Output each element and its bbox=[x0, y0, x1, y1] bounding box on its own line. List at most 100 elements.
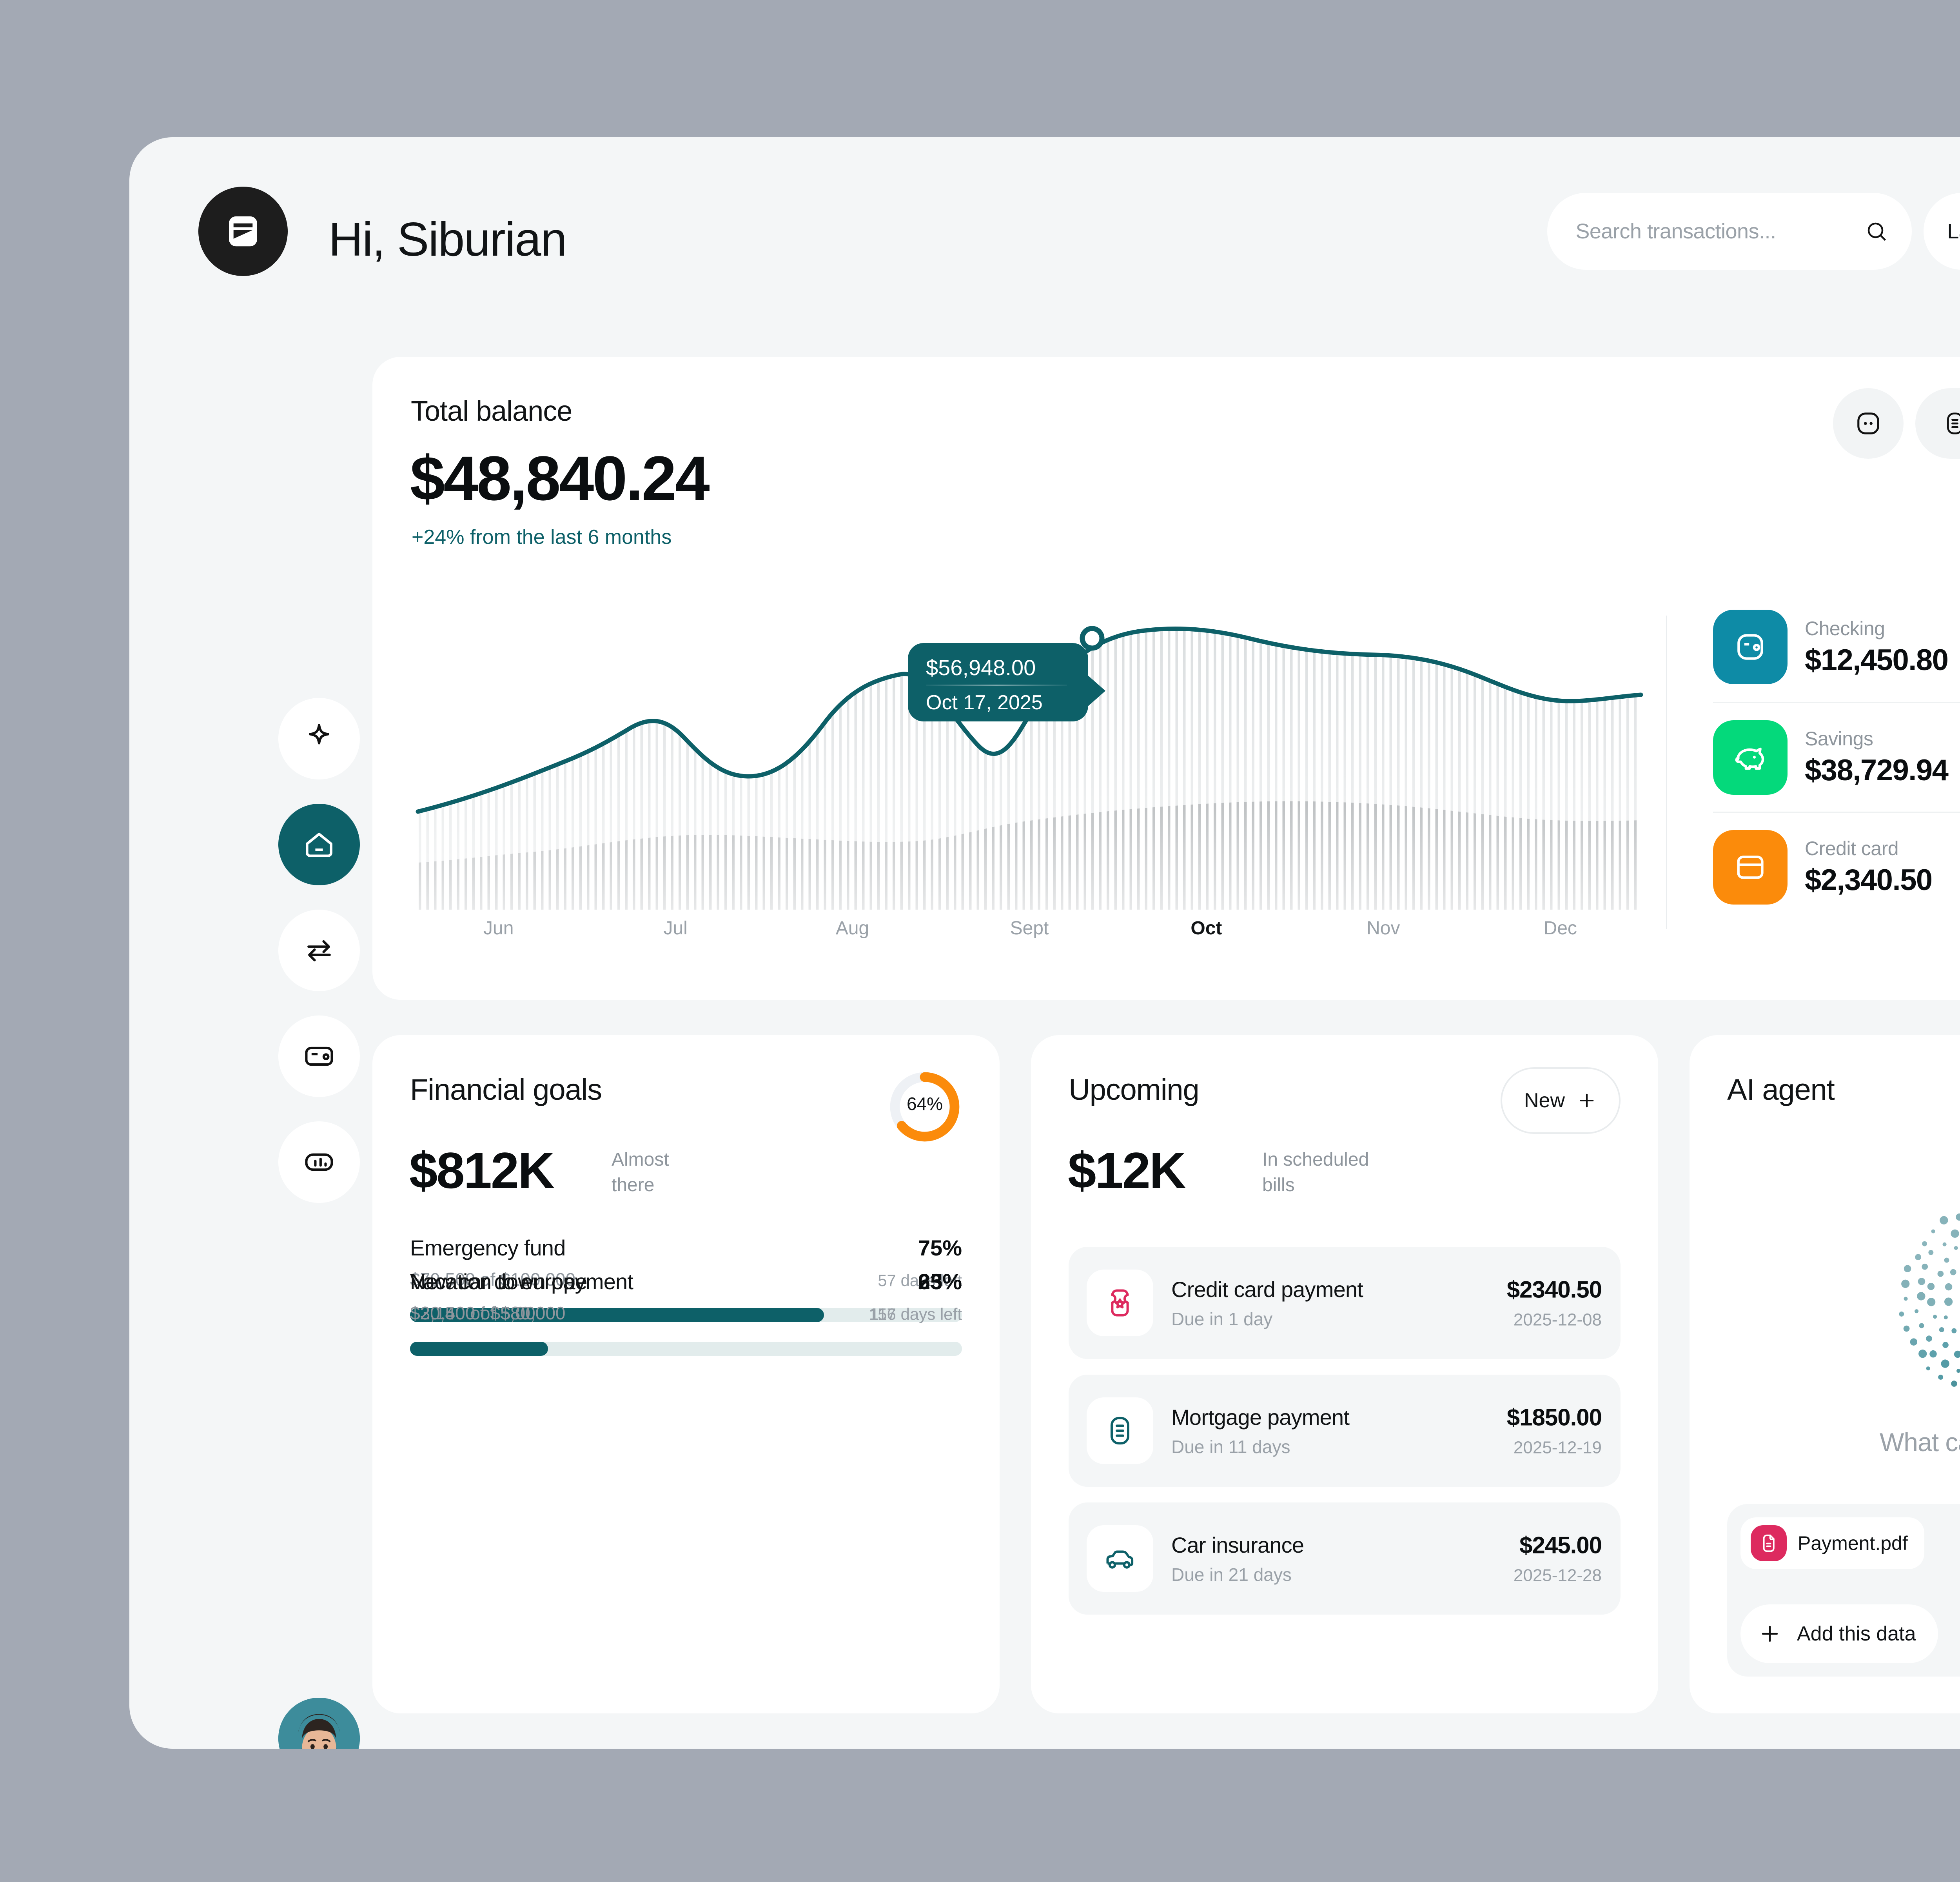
brand-logo[interactable] bbox=[198, 187, 288, 276]
credit-card-icon bbox=[1737, 855, 1764, 879]
goal-name: Emergency fund bbox=[410, 1235, 566, 1260]
wallet-icon bbox=[229, 216, 257, 247]
goals-progress-label: 64% bbox=[906, 1094, 943, 1114]
bill-due: Due in 21 days bbox=[1171, 1564, 1292, 1585]
goal-percent: 75% bbox=[918, 1235, 962, 1260]
sidebar-item-analytics[interactable] bbox=[278, 1121, 360, 1203]
more-options-button[interactable] bbox=[1833, 388, 1904, 459]
payment-button[interactable]: Payment bbox=[1915, 388, 1960, 459]
goal-percent: 25% bbox=[918, 1269, 962, 1294]
chart-highlight-point bbox=[1080, 626, 1105, 651]
plus-icon bbox=[1762, 1626, 1778, 1642]
transfer-icon bbox=[307, 940, 331, 961]
bill-row[interactable]: Mortgage payment Due in 11 days $1850.00 20… bbox=[1069, 1375, 1621, 1487]
account-text: Checking $12,450.80 bbox=[1805, 617, 1949, 677]
user-avatar bbox=[278, 1698, 360, 1749]
bill-amount: $1850.00 bbox=[1506, 1404, 1602, 1431]
new-bill-label: New bbox=[1524, 1089, 1565, 1112]
app-header: Hi, Siburian Last 6 months bbox=[129, 137, 1960, 318]
header-controls: Last 6 months bbox=[1547, 193, 1960, 270]
bill-name: Car insurance bbox=[1171, 1532, 1304, 1557]
account-balance: $2,340.50 bbox=[1805, 863, 1933, 897]
sidebar-item-ai[interactable] bbox=[278, 698, 360, 779]
goal-progress-fill bbox=[410, 1342, 548, 1356]
balance-amount: $48,840.24 bbox=[410, 443, 710, 513]
upcoming-subtitle: In scheduled bills bbox=[1262, 1149, 1369, 1195]
bill-name: Mortgage payment bbox=[1171, 1404, 1350, 1430]
bill-right: $245.00 2025-12-28 bbox=[1514, 1532, 1602, 1586]
goal-progress-track bbox=[410, 1308, 962, 1322]
ai-orb bbox=[1899, 1213, 1960, 1387]
bill-date: 2025-12-08 bbox=[1513, 1310, 1602, 1330]
chart-month-label: Jun bbox=[483, 918, 514, 939]
bill-right: $2340.50 2025-12-08 bbox=[1507, 1276, 1602, 1330]
account-icon-tile bbox=[1713, 610, 1788, 684]
bill-main: Mortgage payment Due in 11 days bbox=[1171, 1404, 1350, 1457]
account-balance: $12,450.80 bbox=[1805, 643, 1949, 677]
ai-agent-card: AI agent What can I help with? bbox=[1690, 1035, 1960, 1713]
tooltip-date: Oct 17, 2025 bbox=[926, 691, 1043, 714]
goal-days-left: 156 days left bbox=[868, 1305, 962, 1323]
add-data-button[interactable]: Add this data bbox=[1740, 1604, 1938, 1663]
bill-icon-tile bbox=[1087, 1397, 1153, 1464]
tooltip-tail bbox=[1086, 674, 1105, 708]
goal-days-left: 57 days left bbox=[878, 1271, 962, 1290]
sidebar-item-transfers[interactable] bbox=[278, 910, 360, 991]
period-dropdown[interactable]: Last 6 months bbox=[1924, 193, 1960, 270]
chart-month-label: Nov bbox=[1367, 918, 1400, 939]
search-field[interactable] bbox=[1575, 219, 1859, 243]
goals-progress-ring bbox=[890, 1072, 960, 1142]
account-row[interactable]: Credit card $2,340.50 bbox=[1713, 812, 1960, 921]
sidebar-rail bbox=[278, 698, 360, 1203]
account-icon-tile bbox=[1713, 830, 1788, 905]
page-title: Hi, Siburian bbox=[328, 213, 567, 266]
ai-composer: Payment.pdf Add this data bbox=[1727, 1504, 1960, 1677]
period-label: Last 6 months bbox=[1947, 220, 1960, 243]
chart-month-label: Oct bbox=[1191, 918, 1222, 939]
account-row[interactable]: Checking $12,450.80 bbox=[1713, 592, 1960, 702]
search-input[interactable] bbox=[1547, 193, 1912, 270]
bill-date: 2025-12-28 bbox=[1513, 1566, 1602, 1585]
avatar[interactable] bbox=[278, 1698, 360, 1749]
home-icon bbox=[306, 832, 332, 857]
bill-name: Credit card payment bbox=[1171, 1277, 1363, 1302]
bill-due: Due in 11 days bbox=[1171, 1436, 1290, 1457]
car-icon bbox=[1106, 1550, 1134, 1569]
bill-date: 2025-12-19 bbox=[1513, 1438, 1602, 1457]
piggy-bank-icon bbox=[1735, 747, 1764, 770]
balance-title: Total balance bbox=[411, 396, 572, 427]
chart-line bbox=[416, 627, 1643, 814]
chart-month-label: Dec bbox=[1543, 918, 1577, 939]
bill-row[interactable]: Credit card payment Due in 1 day $2340.50 2… bbox=[1069, 1247, 1621, 1359]
balance-delta: +24% from the last 6 months bbox=[412, 526, 672, 549]
accounts-list: Checking $12,450.80 Savings $38,729.94 Credi… bbox=[1713, 592, 1960, 921]
goal-progress-track bbox=[410, 1342, 962, 1356]
chart-month-label: Sept bbox=[1010, 918, 1049, 939]
bill-right: $1850.00 2025-12-19 bbox=[1507, 1404, 1602, 1458]
sidebar-item-wallet[interactable] bbox=[278, 1015, 360, 1097]
bills-list: Credit card payment Due in 1 day $2340.50 2… bbox=[1069, 1247, 1621, 1630]
chart-month-label: Aug bbox=[835, 918, 869, 939]
more-options-icon bbox=[1857, 412, 1879, 434]
account-row[interactable]: Savings $38,729.94 bbox=[1713, 702, 1960, 812]
plus-icon bbox=[1580, 1094, 1594, 1108]
bill-amount: $2340.50 bbox=[1506, 1276, 1602, 1303]
bill-row[interactable]: Car insurance Due in 21 days $245.00 2025-1… bbox=[1069, 1502, 1621, 1615]
wallet-icon bbox=[1737, 634, 1763, 660]
attachment-chip[interactable]: Payment.pdf bbox=[1740, 1517, 1924, 1569]
pdf-file-icon bbox=[1751, 1525, 1787, 1561]
analytics-icon bbox=[305, 1153, 333, 1171]
goal-amount: $70,500 of $100,000 bbox=[410, 1269, 576, 1290]
ai-title: AI agent bbox=[1727, 1073, 1835, 1106]
balance-chart[interactable]: $56,948.00 Oct 17, 2025 Jun Jul Aug Sept Oct… bbox=[410, 592, 1649, 945]
upcoming-total: $12K bbox=[1068, 1142, 1186, 1199]
app-window: Hi, Siburian Last 6 months bbox=[129, 137, 1960, 1749]
ai-prompt: What can I help with? bbox=[1880, 1428, 1960, 1457]
sidebar-item-home[interactable] bbox=[278, 804, 360, 885]
goal-progress-fill bbox=[410, 1308, 824, 1322]
sparkle-icon bbox=[309, 724, 330, 745]
bill-icon-tile bbox=[1087, 1525, 1153, 1592]
new-bill-button[interactable]: New bbox=[1500, 1067, 1621, 1134]
goal-name: New car down payment bbox=[410, 1269, 633, 1294]
accounts-divider bbox=[1666, 616, 1667, 929]
